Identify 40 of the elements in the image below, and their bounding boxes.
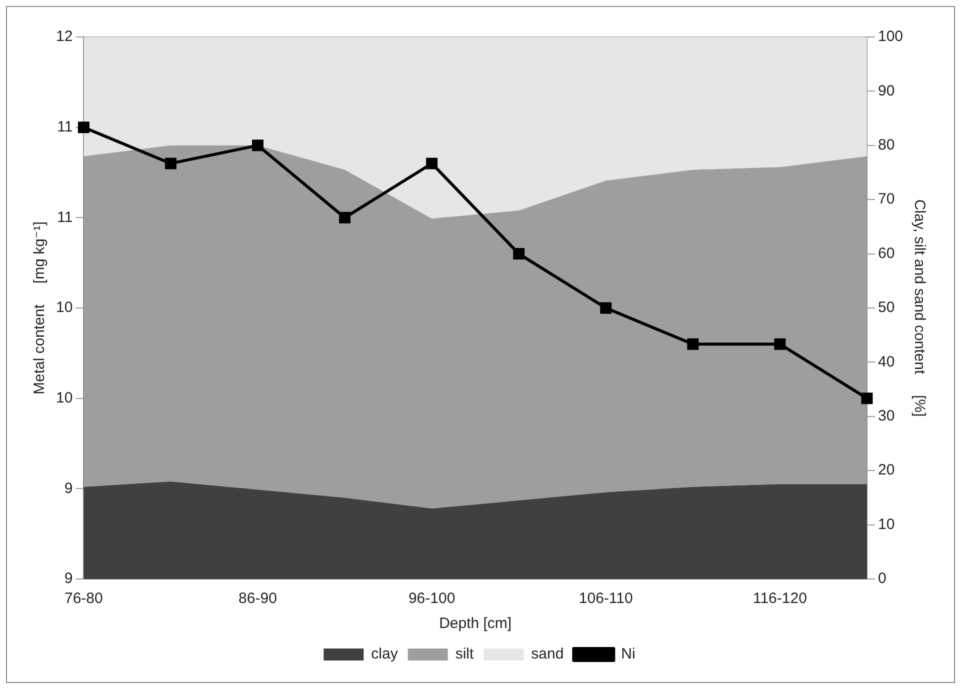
y-tick-label: 11 — [57, 118, 73, 136]
point — [774, 338, 786, 350]
y2-tick-label: 50 — [878, 299, 895, 316]
point — [164, 158, 176, 170]
x-tick-label: 96-100 — [408, 590, 456, 608]
x-axis-title: Depth [cm] — [439, 615, 512, 632]
x-tick-label: 106-110 — [578, 590, 633, 608]
point — [339, 212, 351, 224]
y-tick-label: 10 — [56, 299, 73, 316]
y2-tick-label: 70 — [878, 190, 895, 208]
y2-tick-label: 60 — [878, 244, 895, 262]
y-tick-label: 9 — [64, 480, 73, 497]
y-tick-label: 9 — [64, 570, 73, 588]
y-axis-title: Metal content [mg kg⁻¹] — [31, 222, 48, 394]
y-tick-label: 11 — [57, 208, 73, 226]
x-tick-label: 76-80 — [64, 590, 103, 608]
legend-label: sand — [531, 646, 564, 663]
legend-label: silt — [455, 646, 474, 663]
y2-tick-label: 0 — [878, 570, 886, 588]
y2-tick-label: 30 — [878, 408, 895, 425]
y2-tick-label: 90 — [878, 82, 895, 100]
point — [687, 338, 699, 350]
x-tick-label: 86-90 — [238, 590, 277, 608]
y2-tick-label: 40 — [878, 353, 895, 370]
legend-label: clay — [371, 646, 398, 663]
point — [426, 158, 438, 170]
point — [513, 248, 525, 260]
x-tick-label: 116-120 — [752, 590, 807, 608]
y2-tick-label: 10 — [878, 516, 895, 533]
point — [78, 122, 90, 134]
y2-tick-label: 100 — [878, 28, 904, 46]
y2-tick-label: 80 — [878, 136, 895, 154]
point — [600, 302, 612, 314]
point — [252, 140, 264, 152]
y-tick-label: 10 — [56, 389, 73, 406]
legend-label: Ni — [621, 646, 636, 663]
y-tick-label: 12 — [56, 28, 73, 46]
y2-tick-label: 20 — [878, 462, 895, 479]
point — [861, 392, 873, 404]
y2-axis-title: Clay, silt and sand content [%] — [910, 199, 928, 417]
